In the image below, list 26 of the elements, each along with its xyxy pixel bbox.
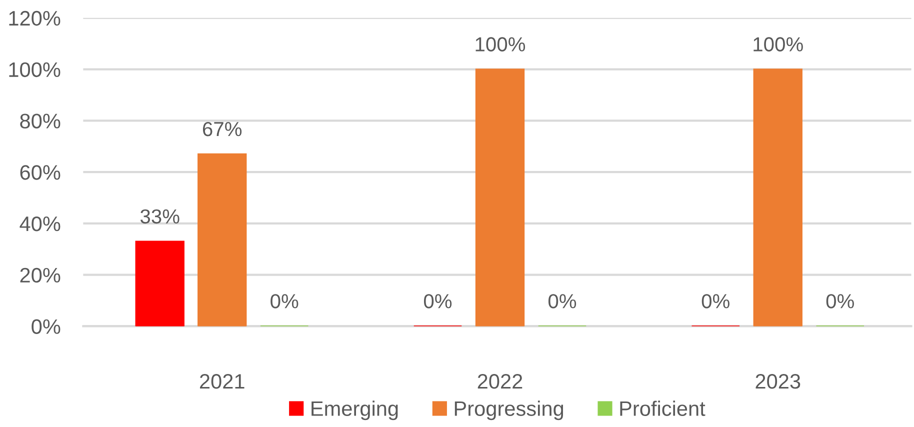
y-tick-label: 60% <box>20 165 60 180</box>
data-label: 100% <box>754 37 803 52</box>
bar <box>198 153 247 326</box>
legend-label: Proficient <box>620 400 706 416</box>
y-tick-label: 40% <box>20 216 60 232</box>
data-label: 33% <box>140 209 180 224</box>
data-label: 0% <box>826 294 854 308</box>
y-tick-label: 100% <box>9 62 60 78</box>
x-tick-label: 2021 <box>200 374 244 389</box>
bar <box>753 68 802 326</box>
y-tick-label: 80% <box>20 114 60 128</box>
bar <box>135 240 184 326</box>
y-tick-label: 0% <box>32 319 60 334</box>
data-label: 0% <box>702 294 730 308</box>
y-tick-label: 20% <box>20 268 60 283</box>
data-label: 100% <box>476 37 526 52</box>
data-label: 0% <box>424 294 452 308</box>
data-label: 0% <box>548 294 576 308</box>
y-tick-label: 120% <box>9 10 60 26</box>
legend-label: Progressing <box>454 400 564 420</box>
legend-label: Emerging <box>312 400 398 420</box>
data-label: 67% <box>202 122 242 136</box>
bar <box>475 68 525 326</box>
data-label: 0% <box>270 294 298 308</box>
x-tick-label: 2022 <box>478 374 522 389</box>
x-tick-label: 2023 <box>756 374 800 389</box>
